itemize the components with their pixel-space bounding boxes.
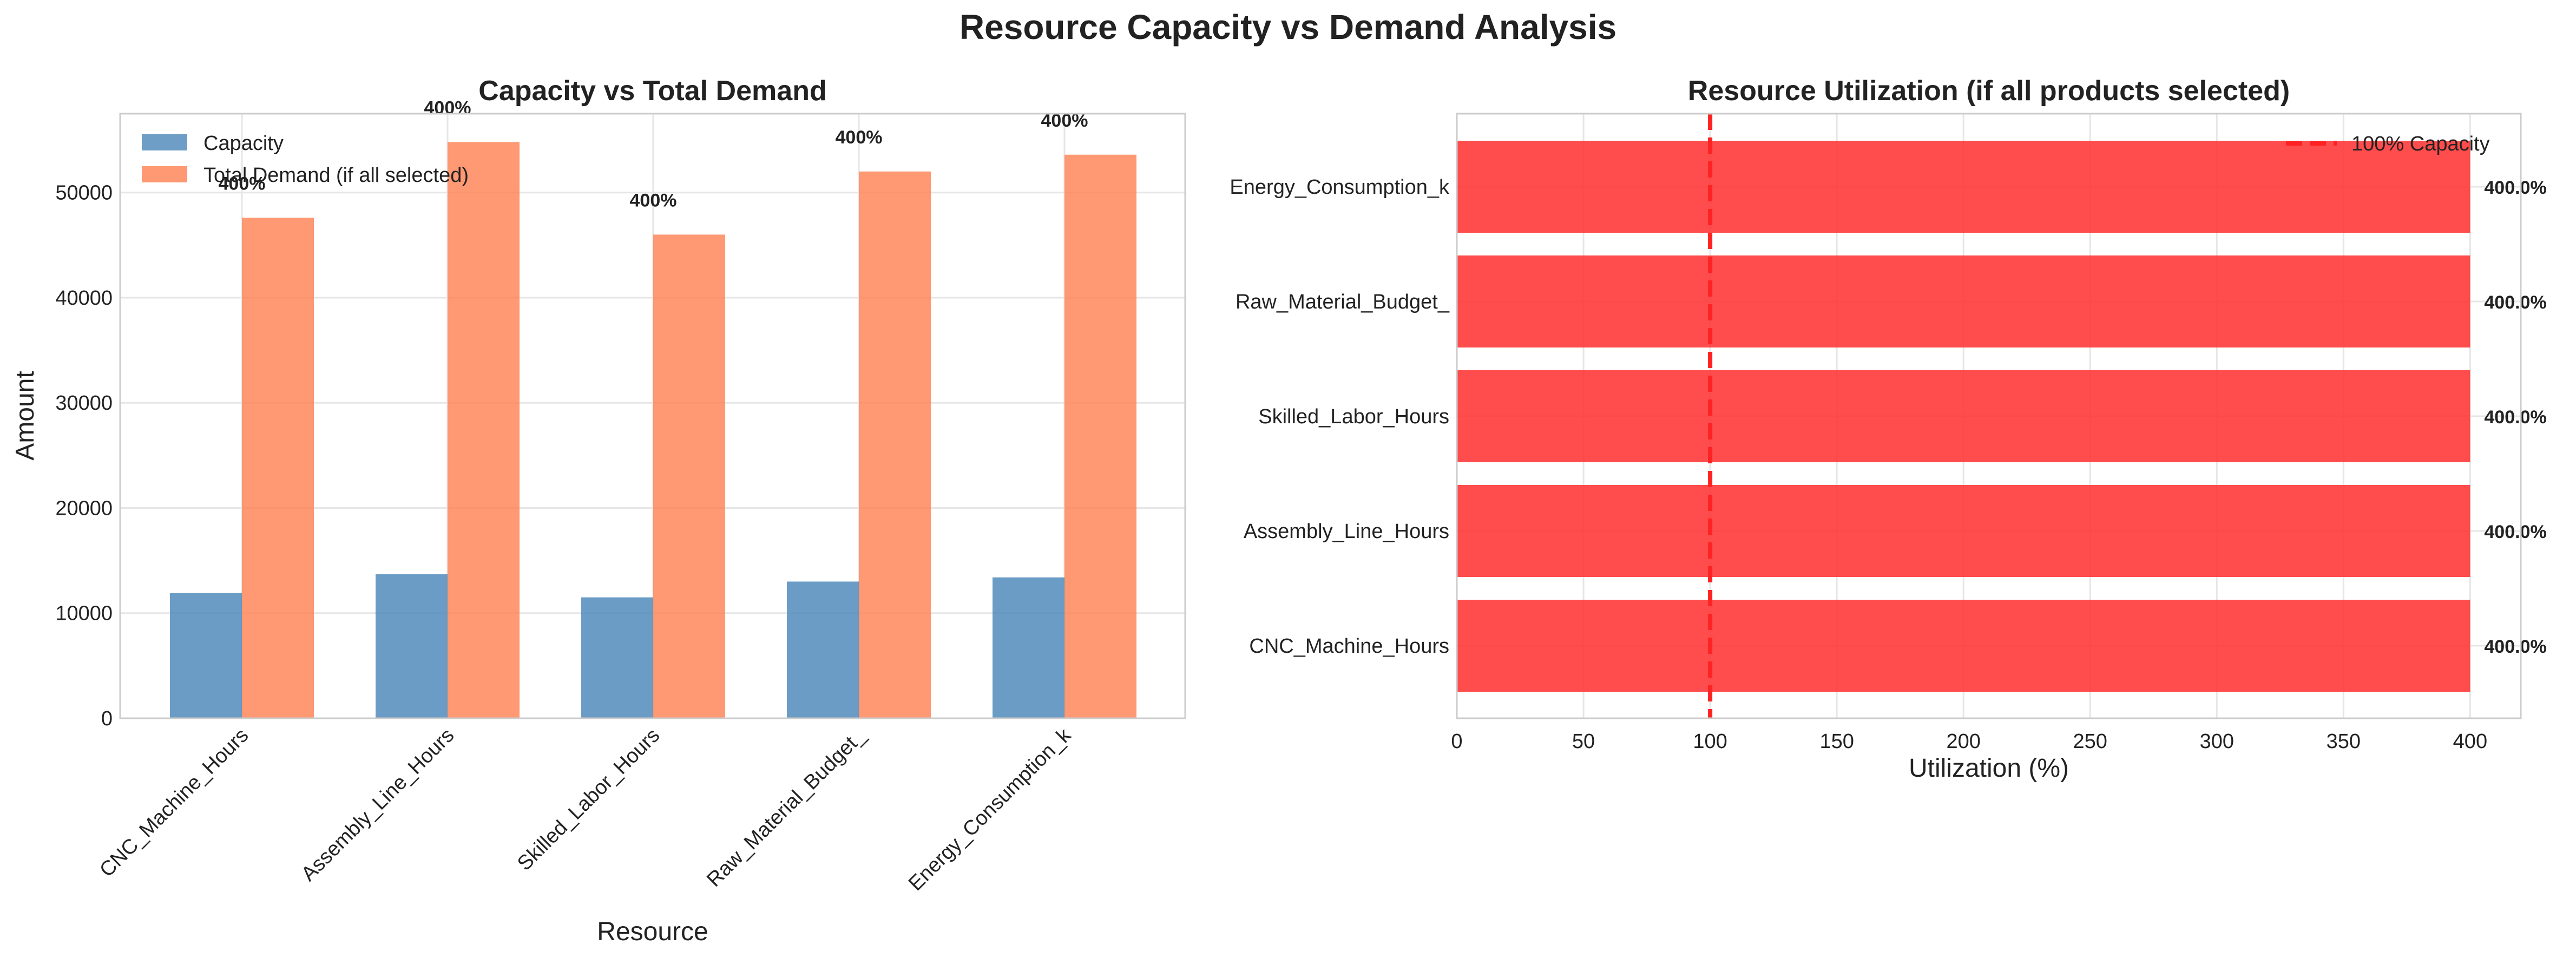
bar-demand-energy-consumption-k: [1064, 154, 1136, 719]
left-y-tick-label: 10000: [55, 602, 113, 625]
left-y-ticks: 0 10000 20000 30000 40000 50000: [55, 182, 113, 730]
left-y-tick-label: 50000: [55, 182, 113, 205]
right-y-tick-label: Raw_Material_Budget_: [1236, 291, 1450, 313]
right-x-tick-label: 250: [2073, 730, 2107, 753]
legend-label-capacity: Capacity: [203, 132, 284, 155]
right-bar-labels: 400.0% 400.0% 400.0% 400.0% 400.0%: [2484, 178, 2546, 657]
right-x-tick-label: 100: [1693, 730, 1727, 753]
right-y-ticks: CNC_Machine_Hours Assembly_Line_Hours Skil…: [1230, 176, 1450, 658]
utilization-label-cnc-machine-hours: 400.0%: [2484, 637, 2546, 657]
left-y-tick-label: 40000: [55, 287, 113, 310]
left-bars: [170, 142, 1136, 719]
utilization-label-skilled-labor-hours: 400.0%: [2484, 407, 2546, 428]
right-y-tick-label: Skilled_Labor_Hours: [1258, 405, 1449, 428]
bar-demand-skilled-labor-hours: [653, 234, 725, 718]
right-x-tick-label: 0: [1451, 730, 1462, 753]
bar-label-cnc-machine-hours: 400%: [219, 173, 266, 194]
left-x-tick-label: Raw_Material_Budget_: [702, 724, 870, 891]
left-x-ticks: CNC_Machine_Hours Assembly_Line_Hours Skil…: [95, 724, 1076, 895]
right-x-ticks: 0 50 100 150 200 250 300 350 400: [1451, 730, 2487, 753]
left-x-tick-label: Assembly_Line_Hours: [297, 724, 459, 886]
right-x-axis-label: Utilization (%): [1909, 754, 2069, 783]
left-plot-frame: [119, 113, 1186, 719]
left-chart-title: Capacity vs Total Demand: [478, 75, 826, 107]
left-x-tick-label: CNC_Machine_Hours: [95, 724, 253, 882]
left-y-tick-label: 0: [101, 707, 113, 730]
bar-capacity-energy-consumption-k: [993, 577, 1064, 718]
legend-swatch-demand: [142, 166, 187, 182]
utilization-label-assembly-line-hours: 400.0%: [2484, 522, 2546, 542]
bar-capacity-skilled-labor-hours: [581, 597, 653, 718]
left-x-axis-label: Resource: [597, 917, 708, 946]
bar-capacity-raw-material-budget: [787, 581, 859, 718]
capacity-demand-chart: 400%400%400%400%400% 0100002000030000400…: [11, 75, 1186, 946]
figure-title: Resource Capacity vs Demand Analysis: [960, 8, 1616, 47]
bar-capacity-assembly-line-hours: [376, 574, 448, 718]
bar-label-raw-material-budget: 400%: [836, 127, 883, 148]
bar-utilization-assembly-line-hours: [1457, 485, 2470, 577]
left-y-axis-label: Amount: [11, 371, 40, 460]
left-bar-labels: 400%400%400%400%400%: [219, 97, 1088, 211]
right-bars: [1457, 141, 2470, 692]
bar-label-assembly-line-hours: 400%: [424, 97, 471, 118]
bar-utilization-cnc-machine-hours: [1457, 600, 2470, 692]
legend-swatch-capacity: [142, 134, 187, 150]
utilization-chart: 400.0% 400.0% 400.0% 400.0% 400.0% CNC_Machi…: [1230, 75, 2546, 783]
legend-label-demand: Total Demand (if all selected): [203, 164, 469, 187]
left-y-tick-label: 30000: [55, 392, 113, 415]
right-x-tick-label: 400: [2453, 730, 2487, 753]
right-x-tick-label: 300: [2200, 730, 2234, 753]
left-legend: Capacity Total Demand (if all selected): [142, 132, 469, 187]
bar-utilization-skilled-labor-hours: [1457, 370, 2470, 462]
right-plot-frame: [1456, 113, 2522, 719]
right-x-tick-label: 200: [1946, 730, 1980, 753]
right-x-tick-label: 350: [2327, 730, 2361, 753]
left-x-tick-label: Energy_Consumption_k: [904, 724, 1076, 895]
bar-demand-assembly-line-hours: [448, 142, 520, 718]
bar-demand-raw-material-budget: [859, 171, 931, 718]
right-x-tick-label: 150: [1819, 730, 1854, 753]
utilization-label-raw-material-budget: 400.0%: [2484, 292, 2546, 313]
right-y-tick-label: CNC_Machine_Hours: [1249, 635, 1449, 658]
right-legend: 100% Capacity: [2286, 133, 2490, 155]
legend-label-reference: 100% Capacity: [2351, 133, 2490, 155]
right-y-tick-label: Energy_Consumption_k: [1230, 176, 1450, 199]
bar-capacity-cnc-machine-hours: [170, 593, 242, 718]
bar-demand-cnc-machine-hours: [242, 218, 314, 719]
bar-label-skilled-labor-hours: 400%: [630, 190, 677, 211]
left-y-tick-label: 20000: [55, 497, 113, 520]
right-chart-title: Resource Utilization (if all products se…: [1688, 75, 2290, 107]
utilization-label-energy-consumption-k: 400.0%: [2484, 178, 2546, 198]
right-x-tick-label: 50: [1572, 730, 1595, 753]
left-x-tick-label: Skilled_Labor_Hours: [513, 724, 664, 875]
right-y-tick-label: Assembly_Line_Hours: [1244, 520, 1449, 543]
bar-utilization-energy-consumption-k: [1457, 141, 2470, 233]
bar-utilization-raw-material-budget: [1457, 255, 2470, 347]
